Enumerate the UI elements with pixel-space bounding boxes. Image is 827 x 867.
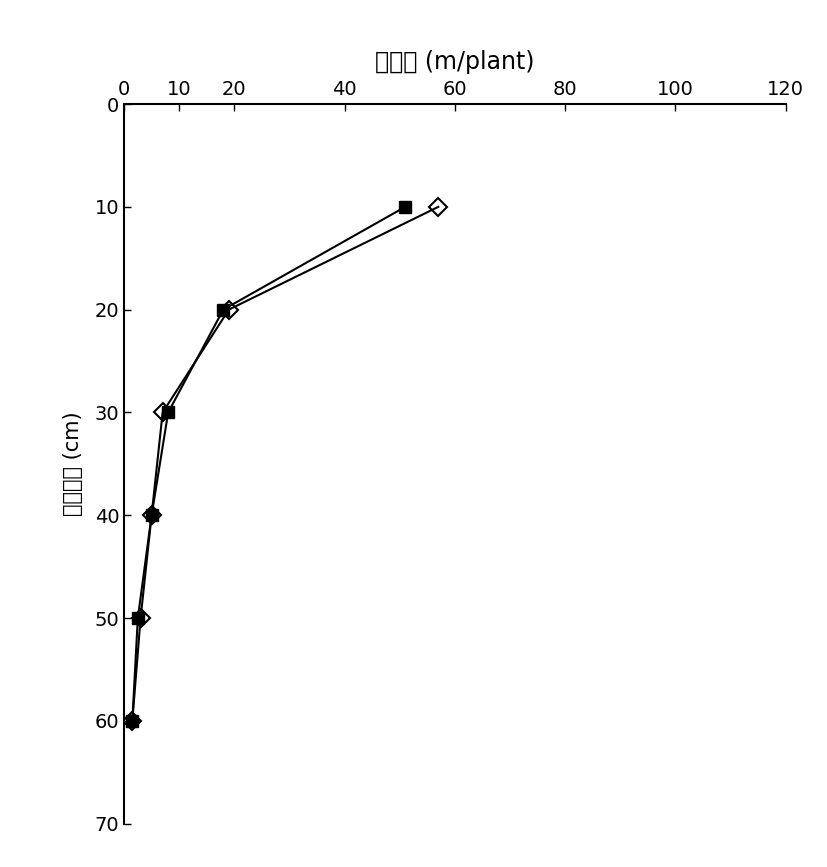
Y-axis label: 土壤深度 (cm): 土壤深度 (cm): [64, 412, 84, 516]
X-axis label: 总根长 (m/plant): 总根长 (m/plant): [375, 50, 534, 74]
